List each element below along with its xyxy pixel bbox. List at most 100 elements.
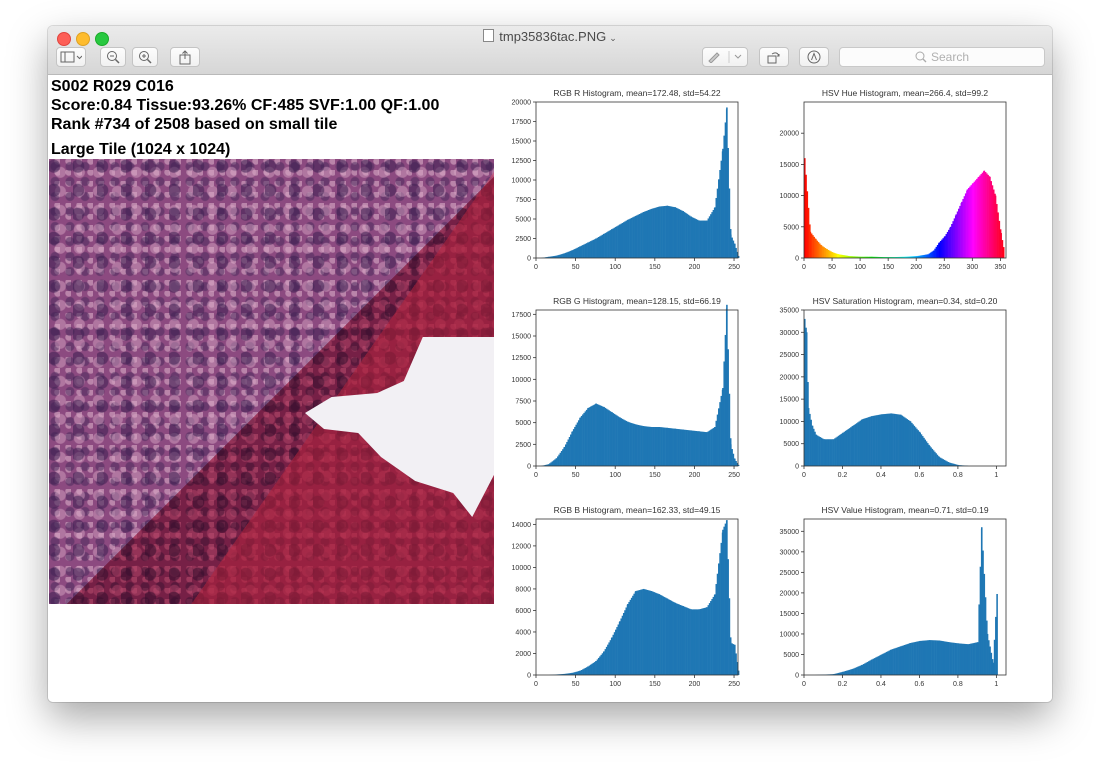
histogram-bar bbox=[832, 252, 834, 258]
histogram-bar bbox=[600, 405, 603, 466]
histogram-bar bbox=[587, 407, 590, 466]
histogram-bar bbox=[921, 436, 924, 466]
histogram-bar bbox=[616, 627, 618, 675]
histogram-bar bbox=[819, 243, 821, 258]
histogram-bar bbox=[934, 451, 936, 466]
histogram-bar bbox=[806, 191, 809, 258]
histogram-bar bbox=[691, 430, 694, 466]
histogram-bar bbox=[657, 206, 659, 258]
histogram-bar bbox=[835, 437, 837, 466]
y-tick-label: 5000 bbox=[515, 420, 531, 427]
histogram-bar bbox=[723, 526, 725, 675]
histogram-bar bbox=[823, 247, 825, 258]
share-button[interactable] bbox=[170, 47, 200, 67]
histogram-bar bbox=[627, 219, 629, 258]
x-tick-label: 250 bbox=[728, 472, 740, 479]
histogram-bar bbox=[654, 592, 657, 675]
window-title-text: tmp35836tac.PNG bbox=[499, 29, 607, 44]
markup-toolbar-button[interactable] bbox=[799, 47, 829, 67]
histogram-bar bbox=[663, 427, 666, 466]
histogram-bar bbox=[649, 209, 651, 258]
histogram-bar bbox=[813, 236, 815, 258]
histogram-bar bbox=[735, 653, 737, 675]
histogram-bar bbox=[641, 425, 643, 466]
histogram-bar bbox=[858, 421, 860, 466]
histogram-bar bbox=[687, 214, 690, 258]
histogram-bar bbox=[588, 407, 591, 466]
histogram-bar bbox=[907, 256, 910, 258]
histogram-bar bbox=[909, 421, 912, 466]
histogram-bar bbox=[880, 654, 882, 675]
y-tick-label: 7500 bbox=[515, 197, 531, 204]
histogram-bar bbox=[666, 205, 669, 258]
histogram-bar bbox=[910, 256, 912, 258]
document-icon bbox=[483, 29, 495, 42]
close-window-button[interactable] bbox=[57, 32, 71, 46]
histogram-bar bbox=[698, 220, 700, 258]
histogram-bar bbox=[872, 256, 875, 258]
histogram-bar bbox=[732, 453, 735, 466]
histogram-bar bbox=[604, 407, 607, 466]
histogram-bar bbox=[686, 430, 688, 466]
x-tick-label: 1 bbox=[994, 681, 998, 688]
histogram-bar bbox=[995, 616, 997, 675]
histogram-bar bbox=[911, 256, 913, 258]
histogram-bar bbox=[870, 659, 873, 675]
histogram-bar bbox=[857, 256, 860, 258]
histogram-bar bbox=[858, 666, 860, 675]
rotate-button[interactable] bbox=[759, 47, 789, 67]
search-icon bbox=[915, 51, 927, 63]
histogram-bar bbox=[720, 395, 723, 466]
histogram-bar bbox=[851, 426, 853, 466]
histogram-bar bbox=[615, 226, 617, 258]
histogram-bar bbox=[905, 418, 907, 466]
histogram-bar bbox=[722, 388, 724, 466]
histogram-bar bbox=[936, 640, 939, 675]
histogram-bar bbox=[838, 254, 841, 258]
histogram-bar bbox=[828, 250, 831, 258]
histogram-bar bbox=[568, 673, 571, 675]
histogram-bar bbox=[667, 599, 670, 675]
histogram-bar bbox=[869, 660, 871, 675]
histogram-bar bbox=[549, 463, 551, 466]
histogram-bar bbox=[915, 256, 917, 258]
histogram-bar bbox=[891, 413, 894, 466]
histogram-bar bbox=[868, 417, 870, 466]
window-title[interactable]: tmp35836tac.PNG ⌄ bbox=[48, 29, 1052, 44]
zoom-out-button[interactable] bbox=[100, 47, 126, 67]
histogram-bar bbox=[566, 441, 568, 466]
histogram-bar bbox=[939, 640, 942, 675]
chart-title: RGB R Histogram, mean=172.48, std=54.22 bbox=[553, 88, 721, 98]
histogram-bar bbox=[816, 435, 819, 466]
histogram-bar bbox=[724, 334, 727, 466]
histogram-bar bbox=[667, 205, 670, 258]
zoom-window-button[interactable] bbox=[95, 32, 109, 46]
histogram-bar bbox=[624, 221, 626, 258]
large-tile-title: Large Tile (1024 x 1024) bbox=[51, 141, 231, 158]
histogram-bar bbox=[563, 253, 566, 258]
markup-pen-button[interactable] bbox=[702, 47, 748, 67]
histogram-bar bbox=[629, 599, 632, 675]
histogram-bar bbox=[978, 604, 980, 675]
y-tick-label: 12500 bbox=[512, 158, 532, 165]
minimize-window-button[interactable] bbox=[76, 32, 90, 46]
histogram-bar bbox=[585, 243, 588, 258]
histogram-bar bbox=[939, 240, 942, 258]
histogram-bar bbox=[706, 432, 708, 466]
histogram-bar bbox=[887, 257, 890, 258]
histogram-bar bbox=[842, 671, 845, 675]
histogram-bar bbox=[665, 205, 667, 258]
histogram-bar bbox=[551, 256, 554, 258]
zoom-in-button[interactable] bbox=[132, 47, 158, 67]
histogram-bar bbox=[711, 212, 713, 258]
search-field[interactable]: Search bbox=[839, 47, 1045, 67]
histogram-bar bbox=[563, 446, 566, 466]
histogram-bar bbox=[878, 414, 881, 466]
histogram-bar bbox=[608, 642, 610, 675]
histogram-bar bbox=[708, 430, 711, 466]
sidebar-toggle-button[interactable] bbox=[56, 47, 86, 67]
histogram-bar bbox=[660, 594, 662, 675]
histogram-bar bbox=[692, 609, 695, 675]
histogram-bar bbox=[876, 256, 878, 258]
histogram-bar bbox=[663, 206, 666, 258]
